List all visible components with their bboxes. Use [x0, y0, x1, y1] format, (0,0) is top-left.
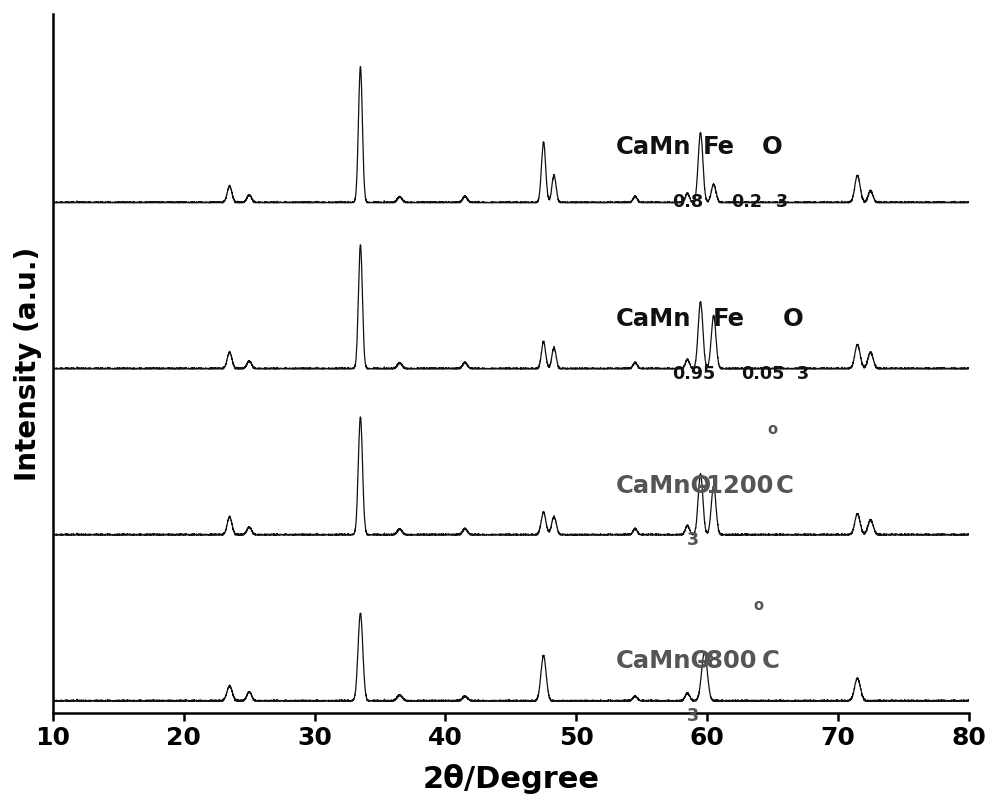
Text: Fe: Fe — [703, 135, 735, 159]
Text: o: o — [768, 423, 778, 437]
Text: 3: 3 — [686, 532, 699, 549]
Text: CaMn: CaMn — [615, 135, 691, 159]
Text: 0.2: 0.2 — [731, 193, 762, 211]
Text: 3: 3 — [776, 193, 788, 211]
Text: Fe: Fe — [713, 308, 745, 331]
Y-axis label: Intensity (a.u.): Intensity (a.u.) — [14, 246, 42, 481]
Text: -800: -800 — [697, 649, 757, 673]
Text: O: O — [762, 135, 783, 159]
Text: CaMnO: CaMnO — [615, 649, 712, 673]
Text: O: O — [782, 308, 803, 331]
Text: CaMnO: CaMnO — [615, 473, 712, 498]
Text: C: C — [776, 473, 794, 498]
Text: 3: 3 — [686, 706, 699, 725]
Text: 0.05: 0.05 — [742, 365, 785, 383]
Text: CaMn: CaMn — [615, 308, 691, 331]
Text: o: o — [753, 598, 763, 612]
Text: C: C — [762, 649, 780, 673]
Text: 3: 3 — [797, 365, 809, 383]
Text: 0.8: 0.8 — [672, 193, 703, 211]
X-axis label: 2θ/Degree: 2θ/Degree — [422, 764, 599, 794]
Text: -1200: -1200 — [697, 473, 774, 498]
Text: 0.95: 0.95 — [672, 365, 716, 383]
